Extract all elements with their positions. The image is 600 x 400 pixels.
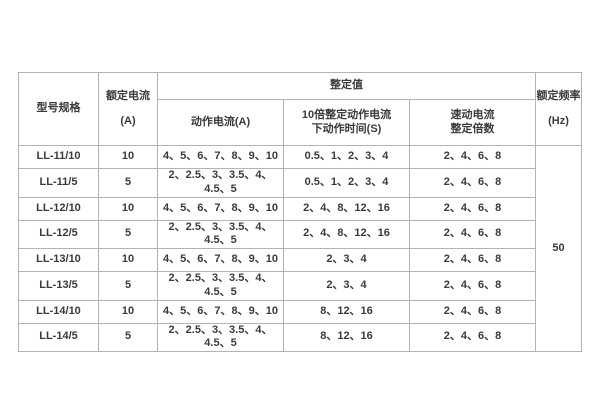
column-header-rated-current: 额定电流 (A) (98, 72, 158, 146)
cell-action-current: 2、2.5、3、3.5、4、4.5、5 (157, 168, 284, 198)
table-row: LL-11/10 10 4、5、6、7、8、9、10 0.5、1、2、3、4 2、4、6… (18, 145, 582, 352)
cell-quick-current: 2、4、6、8 (409, 219, 536, 249)
header-row-top: 型号规格 额定电流 (A) 整定值 额定频率 (Hz) (18, 72, 582, 146)
cell-action-current: 2、2.5、3、3.5、4、4.5、5 (157, 219, 284, 249)
cell-rated-current: 5 (98, 322, 158, 352)
cell-rated-current: 5 (98, 168, 158, 198)
cell-action-current: 2、2.5、3、3.5、4、4.5、5 (157, 271, 284, 301)
cell-action-current: 4、5、6、7、8、9、10 (157, 299, 284, 324)
cell-quick-current: 2、4、6、8 (409, 168, 536, 198)
cell-model: LL-11/10 (18, 145, 99, 169)
cell-model: LL-14/10 (18, 299, 99, 324)
column-header-ten-times-action-time: 10倍整定动作电流 下动作时间(S) (283, 99, 410, 146)
cell-rated-current: 5 (98, 271, 158, 301)
cell-ten-times-time: 8、12、16 (283, 299, 410, 324)
quick-current-line-1: 速动电流 (450, 108, 495, 121)
cell-action-current: 4、5、6、7、8、9、10 (157, 196, 284, 221)
cell-quick-current: 2、4、6、8 (409, 322, 536, 352)
cell-action-current: 2、2.5、3、3.5、4、4.5、5 (157, 322, 284, 352)
ten-times-line-1: 10倍整定动作电流 (301, 108, 392, 121)
quick-current-line-2: 整定倍数 (450, 122, 495, 135)
cell-ten-times-time: 0.5、1、2、3、4 (283, 145, 410, 169)
cell-model: LL-12/10 (18, 196, 99, 221)
table-row: LL-12/10 10 4、5、6、7、8、9、10 2、4、8、12、16 2、4、6… (18, 196, 582, 221)
table-row: LL-11/5 5 2、2.5、3、3.5、4、4.5、5 0.5、1、2、3、4 2、… (18, 168, 582, 198)
table-row: LL-14/10 10 4、5、6、7、8、9、10 8、12、16 2、4、6、8 (18, 299, 582, 324)
cell-action-current: 4、5、6、7、8、9、10 (157, 145, 284, 169)
cell-rated-current: 10 (98, 299, 158, 324)
rated-frequency-label: 额定频率 (536, 89, 581, 102)
rated-current-label: 额定电流 (106, 89, 150, 102)
specification-table-container: 型号规格 额定电流 (A) 整定值 额定频率 (Hz) 动作电流(A) 10倍整… (18, 72, 582, 352)
cell-rated-current: 5 (98, 219, 158, 249)
table-body: LL-11/10 10 4、5、6、7、8、9、10 0.5、1、2、3、4 2、4、6… (18, 145, 582, 352)
column-header-rated-frequency: 额定频率 (Hz) (535, 72, 582, 146)
cell-action-current: 4、5、6、7、8、9、10 (157, 248, 284, 272)
cell-ten-times-time: 8、12、16 (283, 322, 410, 352)
cell-model: LL-11/5 (18, 168, 99, 198)
column-header-quick-current-multiple: 速动电流 整定倍数 (409, 99, 536, 146)
cell-quick-current: 2、4、6、8 (409, 196, 536, 221)
cell-ten-times-time: 2、4、8、12、16 (283, 219, 410, 249)
cell-model: LL-13/5 (18, 271, 99, 301)
header-row-sub: 动作电流(A) 10倍整定动作电流 下动作时间(S) 速动电流 整定倍数 (19, 99, 582, 146)
table-header: 型号规格 额定电流 (A) 整定值 额定频率 (Hz) 动作电流(A) 10倍整… (18, 72, 582, 146)
rated-frequency-unit: (Hz) (548, 114, 569, 127)
cell-ten-times-time: 2、3、4 (283, 248, 410, 272)
rated-current-unit: (A) (120, 114, 136, 127)
table-row: LL-14/5 5 2、2.5、3、3.5、4、4.5、5 8、12、16 2、4、6、… (18, 322, 582, 352)
table-row: LL-12/5 5 2、2.5、3、3.5、4、4.5、5 2、4、8、12、16 2、… (18, 219, 582, 249)
cell-rated-current: 10 (98, 145, 158, 169)
cell-model: LL-12/5 (18, 219, 99, 249)
cell-ten-times-time: 2、3、4 (283, 271, 410, 301)
cell-rated-current: 10 (98, 248, 158, 272)
cell-rated-frequency-value: 50 (535, 145, 582, 352)
cell-quick-current: 2、4、6、8 (409, 299, 536, 324)
column-header-setting-value: 整定值 (157, 72, 536, 100)
column-header-action-current: 动作电流(A) (157, 99, 284, 146)
cell-quick-current: 2、4、6、8 (409, 145, 536, 169)
column-header-model: 型号规格 (18, 72, 99, 146)
table-row: LL-13/5 5 2、2.5、3、3.5、4、4.5、5 2、3、4 2、4、6、8 (18, 271, 582, 301)
cell-model: LL-14/5 (18, 322, 99, 352)
cell-quick-current: 2、4、6、8 (409, 248, 536, 272)
cell-model: LL-13/10 (18, 248, 99, 272)
ten-times-line-2: 下动作时间(S) (311, 122, 382, 135)
table-row: LL-13/10 10 4、5、6、7、8、9、10 2、3、4 2、4、6、8 (18, 248, 582, 272)
specification-table: 型号规格 额定电流 (A) 整定值 额定频率 (Hz) 动作电流(A) 10倍整… (18, 72, 582, 352)
cell-quick-current: 2、4、6、8 (409, 271, 536, 301)
cell-ten-times-time: 2、4、8、12、16 (283, 196, 410, 221)
cell-ten-times-time: 0.5、1、2、3、4 (283, 168, 410, 198)
cell-rated-current: 10 (98, 196, 158, 221)
